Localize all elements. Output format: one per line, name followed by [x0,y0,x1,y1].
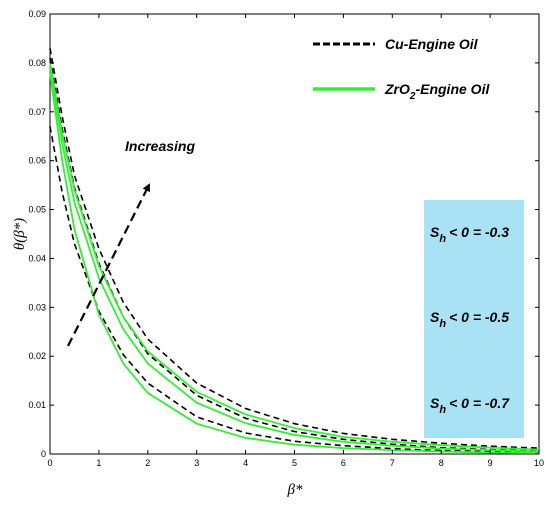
x-tick-label: 8 [439,458,444,468]
y-tick-label: 0.09 [28,9,46,19]
x-tick-label: 0 [47,458,52,468]
series-line-5 [49,62,540,451]
series-line-3 [49,72,540,454]
sh-value: < 0 = -0.5 [449,309,509,325]
parameter-box [424,200,524,438]
legend-label-tail: -Engine Oil [415,81,490,97]
x-tick-label: 4 [243,458,248,468]
sh-label-0: Sh < 0 = -0.3 [430,224,509,245]
increasing-label: Increasing [125,138,195,154]
x-tick-label: 9 [488,458,493,468]
sh-subscript: h [439,318,446,330]
sh-subscript: h [439,404,446,416]
legend-label-subscript: 2 [409,91,416,102]
legend-label-main: ZrO [384,81,410,97]
y-tick-label: 0.04 [28,253,46,263]
legend-label-1: ZrO2-Engine Oil [384,81,490,102]
x-tick-label: 1 [96,458,101,468]
x-tick-label: 5 [292,458,297,468]
y-tick-label: 0.08 [28,58,46,68]
y-tick-label: 0 [41,449,46,459]
sh-value: < 0 = -0.3 [449,224,509,240]
x-axis-label: β* [287,482,303,498]
y-tick-label: 0.02 [28,351,46,361]
sh-symbol: S [430,395,440,411]
x-tick-label: 2 [145,458,150,468]
sh-subscript: h [439,233,446,245]
y-tick-label: 0.03 [28,302,46,312]
x-tick-label: 3 [194,458,199,468]
sh-value: < 0 = -0.7 [449,395,510,411]
increasing-arrow [67,183,150,347]
series-line-0 [49,126,540,454]
x-tick-label: 7 [390,458,395,468]
y-tick-label: 0.07 [28,107,46,117]
series-line-2 [49,48,540,449]
y-axis-label: θ(β*) [12,218,28,250]
sh-label-2: Sh < 0 = -0.7 [430,395,510,416]
x-tick-label: 10 [534,458,544,468]
y-tick-label: 0.01 [28,400,46,410]
sh-symbol: S [430,309,440,325]
sh-label-1: Sh < 0 = -0.5 [430,309,509,330]
y-tick-label: 0.06 [28,156,46,166]
legend-label-0: Cu-Engine Oil [385,36,479,52]
sh-symbol: S [430,224,440,240]
series-line-4 [49,67,540,453]
y-tick-label: 0.05 [28,205,46,215]
x-tick-label: 6 [341,458,346,468]
